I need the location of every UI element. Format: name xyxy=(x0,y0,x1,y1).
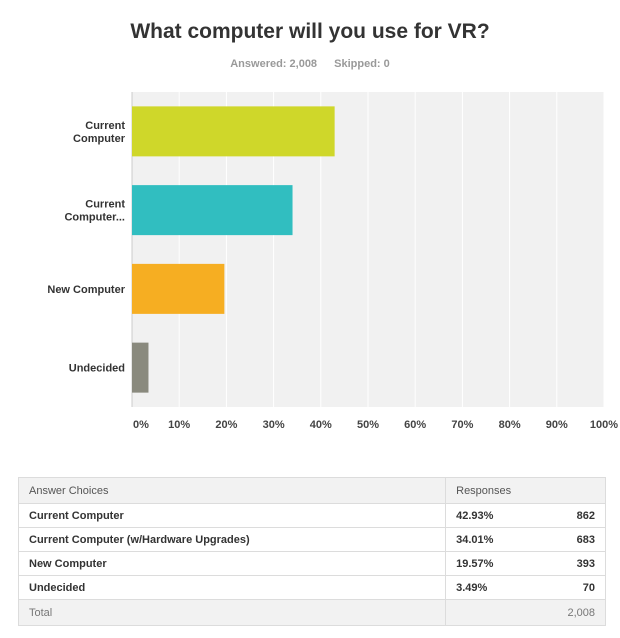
row-percent: 42.93% xyxy=(445,503,526,528)
x-tick-label: 20% xyxy=(215,419,237,431)
table-row: Undecided 3.49% 70 xyxy=(17,575,606,600)
row-percent: 34.01% xyxy=(445,527,526,552)
category-label: Undecided xyxy=(69,363,125,375)
row-choice: Undecided xyxy=(17,575,447,600)
header-responses: Responses xyxy=(445,477,606,504)
category-label: New Computer xyxy=(47,284,125,296)
row-count: 393 xyxy=(525,551,606,576)
x-tick-label: 30% xyxy=(263,419,285,431)
skipped-count: Skipped: 0 xyxy=(334,58,390,70)
x-tick-label: 80% xyxy=(499,419,521,431)
total-label: Total xyxy=(17,599,447,626)
table-row: New Computer 19.57% 393 xyxy=(17,551,606,576)
category-label: Current Computer xyxy=(73,120,126,145)
bar xyxy=(132,263,225,314)
bar xyxy=(132,342,149,393)
bar xyxy=(132,185,293,236)
x-tick-label: 100% xyxy=(590,419,618,431)
row-choice: New Computer xyxy=(17,551,447,576)
table-row: Current Computer (w/Hardware Upgrades) 3… xyxy=(17,527,606,552)
x-tick-label: 10% xyxy=(168,419,190,431)
chart-title: What computer will you use for VR? xyxy=(130,20,490,43)
total-percent xyxy=(445,599,526,626)
table-row: Current Computer 42.93% 862 xyxy=(17,503,606,528)
x-tick-label: 40% xyxy=(310,419,332,431)
answered-count: Answered: 2,008 xyxy=(230,58,318,70)
x-tick-label: 50% xyxy=(357,419,379,431)
row-percent: 3.49% xyxy=(445,575,526,600)
survey-meta: Answered: 2,008 Skipped: 0 xyxy=(0,58,620,70)
table-total-row: Total 2,008 xyxy=(17,599,606,626)
x-tick-label: 0% xyxy=(133,419,149,431)
row-percent: 19.57% xyxy=(445,551,526,576)
bar xyxy=(132,106,335,157)
x-tick-label: 60% xyxy=(404,419,426,431)
x-tick-label: 90% xyxy=(546,419,568,431)
row-choice: Current Computer (w/Hardware Upgrades) xyxy=(17,527,447,552)
bar-chart: 0% 10% 20% 30% 40% 50% 60% 70% 80% 90% 100% Current… xyxy=(47,92,618,431)
row-count: 862 xyxy=(525,503,606,528)
category-label: Current Computer... xyxy=(64,199,125,224)
row-count: 70 xyxy=(525,575,606,600)
total-count: 2,008 xyxy=(525,599,606,626)
row-choice: Current Computer xyxy=(17,503,447,528)
results-table: Answer Choices Responses Current Compute… xyxy=(17,477,606,626)
row-count: 683 xyxy=(525,527,606,552)
x-tick-label: 70% xyxy=(451,419,473,431)
table-header-row: Answer Choices Responses xyxy=(17,477,606,504)
header-answer-choices: Answer Choices xyxy=(17,477,447,504)
